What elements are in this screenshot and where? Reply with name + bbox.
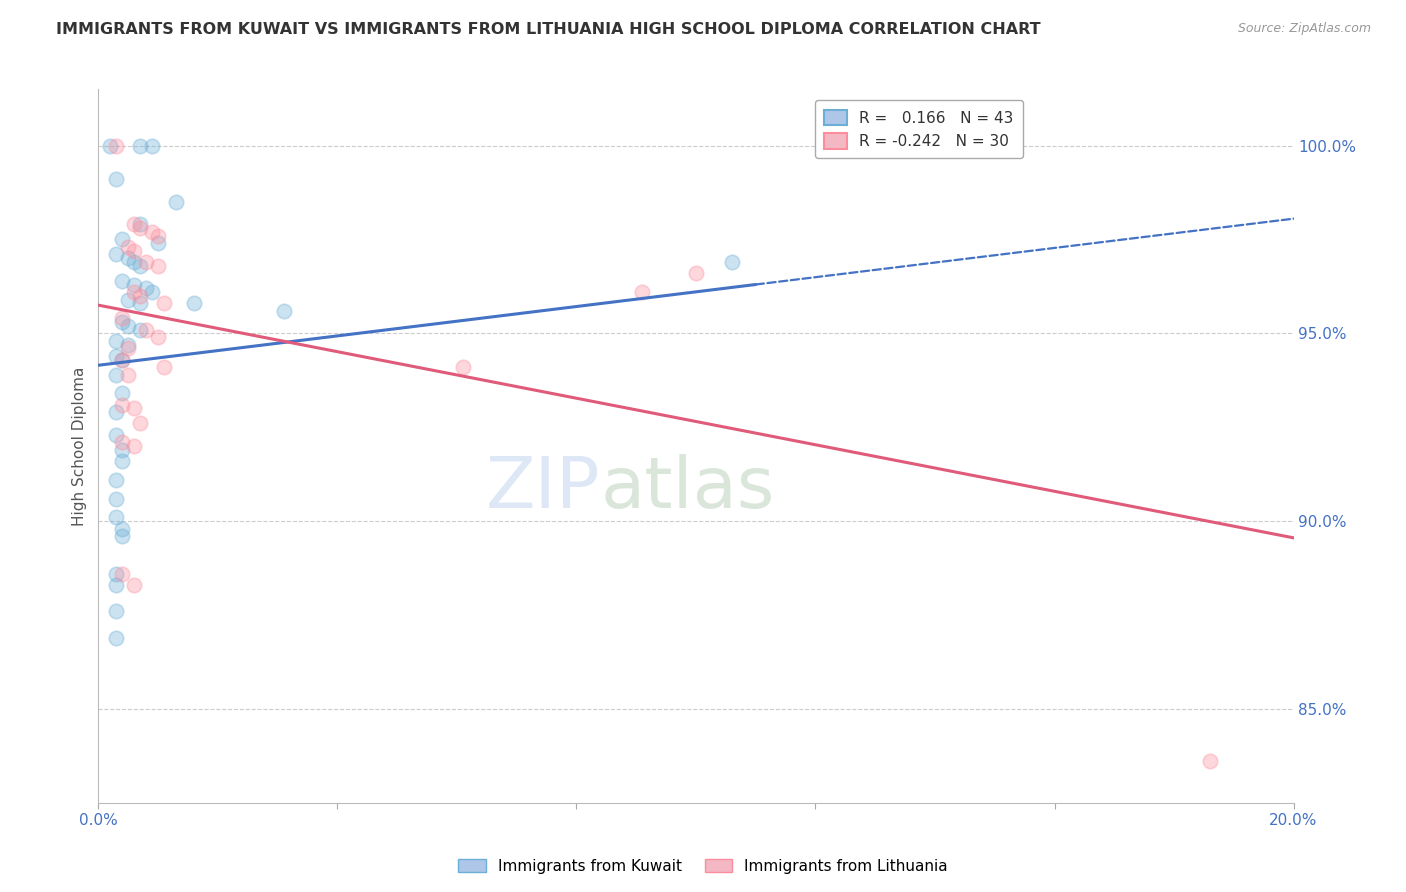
Point xyxy=(148,330,170,344)
Point xyxy=(129,322,152,336)
Point xyxy=(111,398,134,412)
Point xyxy=(135,322,157,336)
Point xyxy=(124,285,146,299)
Point xyxy=(105,578,128,592)
Point xyxy=(129,417,152,431)
Point xyxy=(129,296,152,310)
Point xyxy=(129,138,152,153)
Text: ZIP: ZIP xyxy=(486,454,600,524)
Point xyxy=(721,255,744,269)
Point xyxy=(111,522,134,536)
Point xyxy=(111,442,134,457)
Point xyxy=(111,386,134,401)
Point xyxy=(111,566,134,581)
Text: Source: ZipAtlas.com: Source: ZipAtlas.com xyxy=(1237,22,1371,36)
Point xyxy=(124,578,146,592)
Point xyxy=(148,236,170,251)
Point xyxy=(105,138,128,153)
Point xyxy=(124,439,146,453)
Point xyxy=(111,232,134,246)
Point xyxy=(124,255,146,269)
Point xyxy=(451,360,474,375)
Point xyxy=(111,352,134,367)
Point xyxy=(105,405,128,419)
Point xyxy=(183,296,205,310)
Point xyxy=(111,274,134,288)
Legend: R =   0.166   N = 43, R = -0.242   N = 30: R = 0.166 N = 43, R = -0.242 N = 30 xyxy=(815,101,1024,159)
Point xyxy=(105,368,128,382)
Point xyxy=(165,194,187,209)
Point xyxy=(105,334,128,348)
Point xyxy=(111,311,134,326)
Point xyxy=(124,401,146,416)
Point xyxy=(117,342,139,356)
Point xyxy=(111,435,134,450)
Text: IMMIGRANTS FROM KUWAIT VS IMMIGRANTS FROM LITHUANIA HIGH SCHOOL DIPLOMA CORRELAT: IMMIGRANTS FROM KUWAIT VS IMMIGRANTS FRO… xyxy=(56,22,1040,37)
Point xyxy=(129,259,152,273)
Point xyxy=(117,293,139,307)
Point xyxy=(111,454,134,468)
Point xyxy=(124,277,146,292)
Point xyxy=(105,247,128,261)
Point xyxy=(129,289,152,303)
Point xyxy=(153,360,176,375)
Point xyxy=(1199,755,1222,769)
Text: atlas: atlas xyxy=(600,454,775,524)
Point xyxy=(117,368,139,382)
Point xyxy=(631,285,654,299)
Point xyxy=(105,473,128,487)
Point xyxy=(111,529,134,543)
Point xyxy=(153,296,176,310)
Legend: Immigrants from Kuwait, Immigrants from Lithuania: Immigrants from Kuwait, Immigrants from … xyxy=(451,853,955,880)
Y-axis label: High School Diploma: High School Diploma xyxy=(72,367,87,525)
Point xyxy=(105,510,128,524)
Point xyxy=(117,337,139,351)
Point xyxy=(105,349,128,363)
Point xyxy=(685,266,707,280)
Point xyxy=(105,604,128,618)
Point xyxy=(111,315,134,329)
Point xyxy=(105,566,128,581)
Point xyxy=(141,285,163,299)
Point xyxy=(105,172,128,186)
Point xyxy=(135,281,157,295)
Point xyxy=(105,491,128,506)
Point xyxy=(124,244,146,258)
Point xyxy=(135,255,157,269)
Point xyxy=(141,225,163,239)
Point xyxy=(141,138,163,153)
Point xyxy=(129,218,152,232)
Point xyxy=(105,427,128,442)
Point xyxy=(273,303,295,318)
Point xyxy=(117,318,139,333)
Point xyxy=(124,218,146,232)
Point xyxy=(105,631,128,645)
Point xyxy=(111,352,134,367)
Point xyxy=(148,228,170,243)
Point xyxy=(98,138,122,153)
Point xyxy=(129,221,152,235)
Point xyxy=(117,251,139,265)
Point xyxy=(148,259,170,273)
Point xyxy=(117,240,139,254)
